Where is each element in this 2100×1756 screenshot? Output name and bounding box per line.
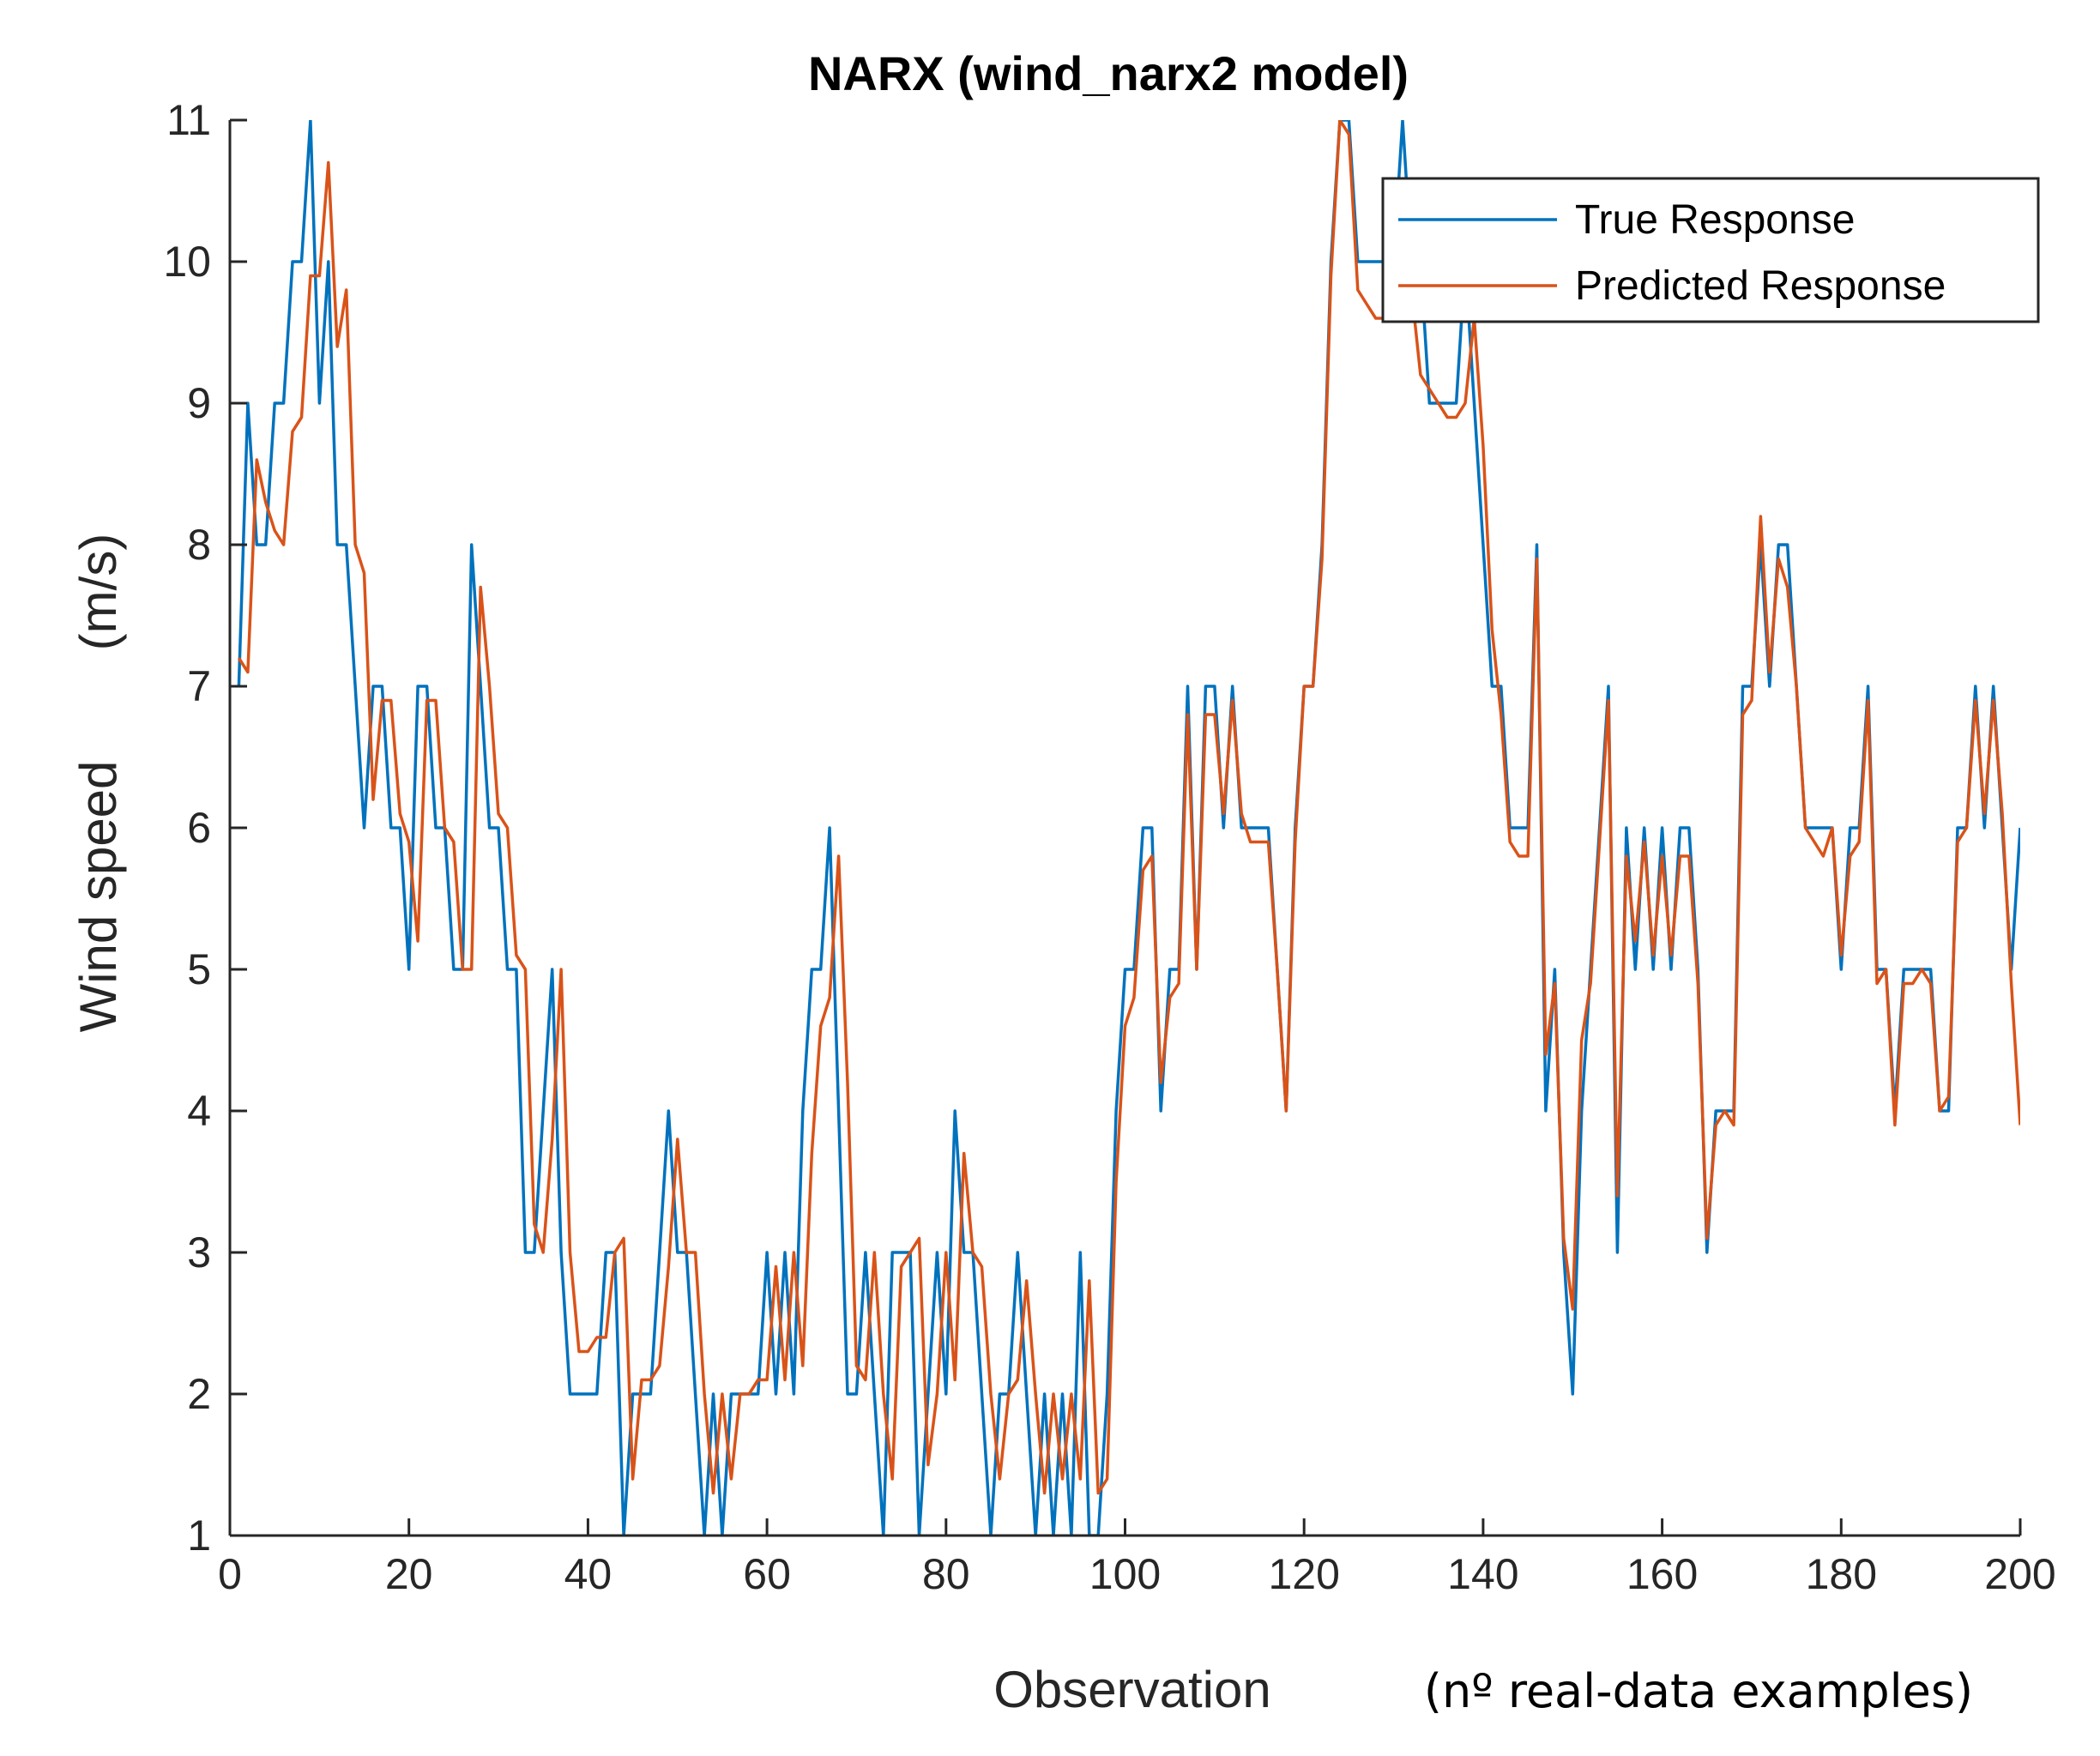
x-tick-label: 20 bbox=[385, 1550, 433, 1598]
x-tick-label: 40 bbox=[564, 1550, 612, 1598]
axes: 0 20 40 60 80 100 120 140 160 180 200 1 2 3 4 5 6 7 8 9 10 11 bbox=[163, 96, 2055, 1598]
x-tick-label: 140 bbox=[1447, 1550, 1518, 1598]
x-axis-label: Observation bbox=[993, 1661, 1271, 1718]
x-tick-label: 200 bbox=[1984, 1550, 2055, 1598]
y-tick-label: 5 bbox=[187, 945, 211, 993]
x-tick-label: 80 bbox=[922, 1550, 970, 1598]
series-line-predicted-response bbox=[237, 120, 2020, 1495]
y-tick-label: 2 bbox=[187, 1370, 211, 1418]
legend-box bbox=[1381, 177, 2040, 323]
y-axis-label: Wind speed bbox=[69, 761, 127, 1033]
y-tick-label: 3 bbox=[187, 1228, 211, 1276]
x-tick-label: 0 bbox=[218, 1550, 242, 1598]
y-tick-label: 8 bbox=[187, 521, 211, 569]
y-tick-label: 9 bbox=[187, 379, 211, 427]
plot-area bbox=[237, 120, 2020, 1536]
x-axis-note: (nº real-data examples) bbox=[1424, 1664, 1973, 1718]
x-tick-label: 160 bbox=[1626, 1550, 1698, 1598]
legend-label-predicted-response: Predicted Response bbox=[1575, 263, 1946, 309]
x-tick-label: 100 bbox=[1089, 1550, 1161, 1598]
y-tick-label: 1 bbox=[187, 1512, 211, 1560]
y-tick-label: 4 bbox=[187, 1087, 211, 1135]
y-tick-label: 10 bbox=[163, 238, 211, 286]
y-axis-unit: (m/s) bbox=[69, 534, 127, 651]
y-tick-label: 11 bbox=[166, 96, 211, 144]
legend-label-true-response: True Response bbox=[1575, 197, 1855, 243]
y-tick-label: 7 bbox=[187, 662, 211, 710]
chart-title: NARX (wind_narx2 model) bbox=[808, 46, 1409, 100]
y-tick-label: 6 bbox=[187, 804, 211, 852]
x-tick-label: 180 bbox=[1806, 1550, 1877, 1598]
x-tick-label: 120 bbox=[1268, 1550, 1339, 1598]
x-tick-label: 60 bbox=[743, 1550, 791, 1598]
legend: True Response Predicted Response bbox=[1381, 177, 2040, 323]
